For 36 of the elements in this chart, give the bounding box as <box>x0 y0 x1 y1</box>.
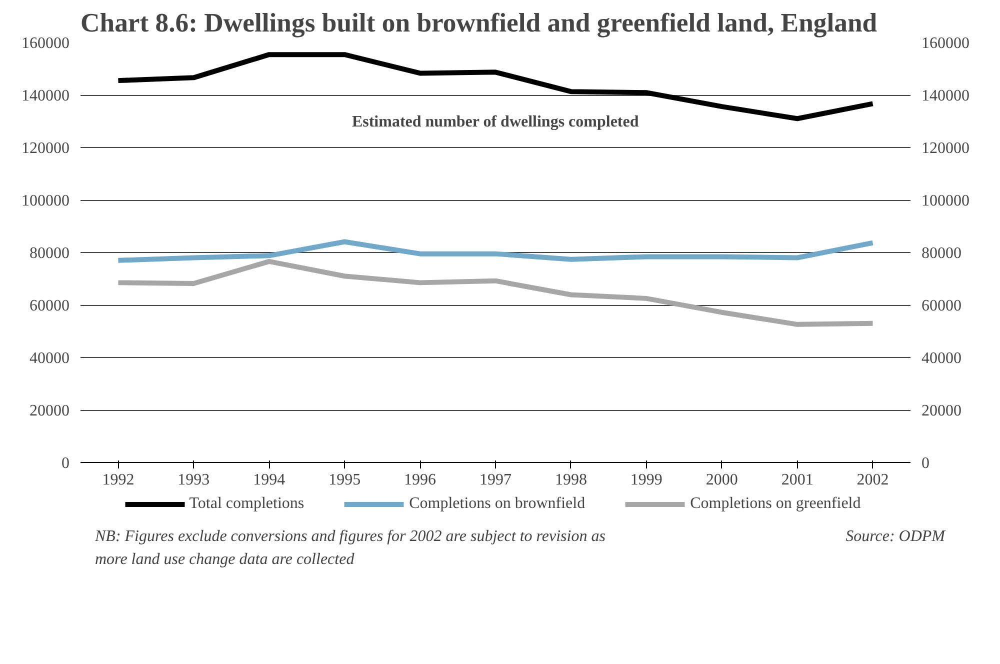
x-tick-label: 1996 <box>404 472 436 488</box>
x-tick-label: 1992 <box>102 472 134 488</box>
x-tick-label: 1993 <box>178 472 210 488</box>
x-tick-label: 1999 <box>630 472 662 488</box>
x-tick-label: 2001 <box>781 472 814 488</box>
y2-tick-label: 20000 <box>922 402 962 420</box>
x-tick-label: 1997 <box>480 472 512 488</box>
x-tick-label: 2002 <box>856 472 889 488</box>
x-tick-label: 1998 <box>554 472 587 488</box>
y-tick-label: 80000 <box>30 245 70 262</box>
legend-label: Completions on brownfield <box>409 495 586 513</box>
y-tick-label: 160000 <box>22 35 70 52</box>
x-tick-label: 1994 <box>253 472 286 488</box>
y2-tick-label: 40000 <box>922 350 962 367</box>
y2-tick-label: 120000 <box>922 140 970 157</box>
x-tick-label: 2000 <box>706 472 738 488</box>
y2-tick-label: 160000 <box>922 35 970 52</box>
y-tick-label: 60000 <box>30 298 70 314</box>
chart-title: Chart 8.6: Dwellings built on brownfield and greenfield land, England <box>80 8 878 38</box>
y-tick-label: 0 <box>62 455 70 472</box>
y-tick-label: 100000 <box>22 192 70 210</box>
y2-tick-label: 100000 <box>922 192 970 210</box>
legend-label: Total completions <box>189 495 304 513</box>
x-tick-label: 1995 <box>328 472 361 488</box>
y-tick-label: 140000 <box>22 88 70 104</box>
text: NB: Figures exclude conversions and figures for 2002 are subject to revision as more land use change data are collected <box>95 527 606 570</box>
y2-tick-label: 140000 <box>922 88 970 104</box>
source-note: Source: ODPM <box>844 527 945 547</box>
y-tick-label: 120000 <box>22 140 70 157</box>
annotation: Estimated number of dwellings completed <box>352 114 639 131</box>
y2-tick-label: 60000 <box>922 298 962 314</box>
y-tick-label: 20000 <box>30 402 70 420</box>
y2-tick-label: 0 <box>922 455 930 472</box>
legend-label: Completions on greenfield <box>690 495 861 513</box>
y-tick-label: 40000 <box>30 350 70 367</box>
y2-tick-label: 80000 <box>922 245 962 262</box>
